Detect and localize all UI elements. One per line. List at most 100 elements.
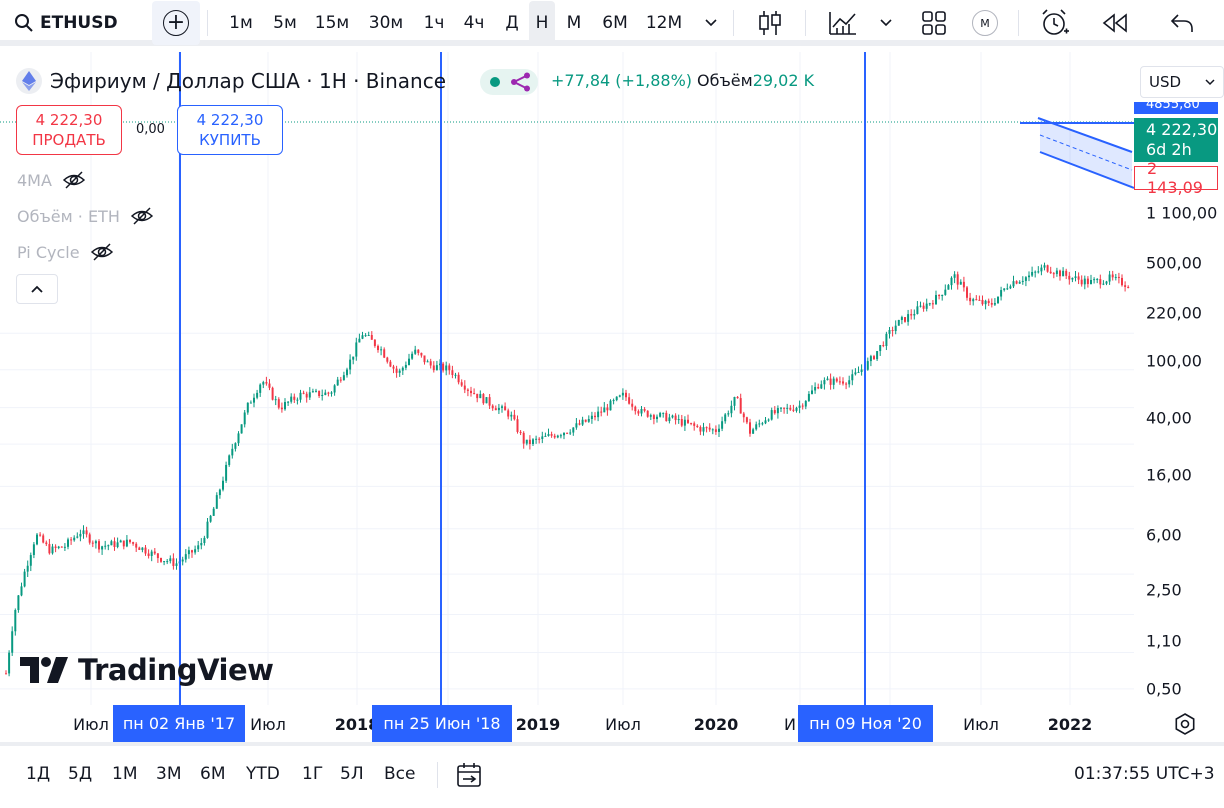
candle-body bbox=[91, 542, 94, 544]
candle-body bbox=[727, 413, 730, 415]
candle-body bbox=[900, 317, 903, 320]
candle-body bbox=[395, 368, 398, 373]
date-range-button[interactable]: YTD bbox=[246, 764, 280, 784]
time-label: И bbox=[784, 715, 796, 734]
candle-body bbox=[82, 530, 85, 534]
timeframe-dropdown[interactable] bbox=[700, 0, 722, 46]
candle-body bbox=[745, 417, 748, 423]
candles bbox=[5, 262, 1130, 677]
candle-body bbox=[848, 380, 851, 385]
alert-button[interactable] bbox=[1036, 0, 1074, 46]
date-range-button[interactable]: 1М bbox=[112, 764, 138, 784]
timeframe-button[interactable]: 15м bbox=[314, 13, 350, 33]
candle-body bbox=[361, 335, 364, 339]
tradingview-logo[interactable]: TradingView bbox=[20, 652, 274, 688]
date-range-button[interactable]: 6М bbox=[200, 764, 226, 784]
candle-body bbox=[811, 390, 813, 394]
indicators-button[interactable] bbox=[824, 0, 862, 46]
m-badge-button[interactable]: М bbox=[970, 0, 1000, 46]
go-to-date-button[interactable] bbox=[452, 746, 486, 804]
timeframe-button[interactable]: 30м bbox=[368, 13, 404, 33]
candle-body bbox=[1062, 270, 1065, 277]
candle-body bbox=[367, 335, 370, 337]
candle-body bbox=[153, 551, 156, 554]
candle-body bbox=[649, 415, 652, 417]
candle-body bbox=[494, 408, 497, 411]
candle-body bbox=[104, 545, 107, 547]
candle-body bbox=[144, 547, 147, 554]
timeframe-button[interactable]: 4ч bbox=[463, 13, 485, 33]
timeframe-button[interactable]: 5м bbox=[273, 13, 297, 33]
timeframe-button[interactable]: М bbox=[566, 13, 582, 33]
candle-body bbox=[287, 401, 290, 403]
layout-button[interactable] bbox=[916, 0, 952, 46]
candle-body bbox=[85, 530, 88, 535]
candlestick-chart[interactable] bbox=[0, 52, 1134, 705]
candle-body bbox=[832, 378, 835, 385]
date-range-button[interactable]: Все bbox=[384, 764, 416, 784]
chart-title-text[interactable]: Эфириум / Доллар США · 1Н · Binance bbox=[50, 69, 446, 93]
eye-crossed-icon[interactable] bbox=[130, 204, 154, 228]
chart-settings-button[interactable] bbox=[1172, 711, 1198, 737]
candles-icon bbox=[759, 11, 781, 35]
legend-item-volume[interactable]: Объём · ETH bbox=[17, 203, 154, 229]
symbol-search-button[interactable]: ETHUSD bbox=[8, 0, 146, 46]
sell-button[interactable]: 4 222,30 ПРОДАТЬ bbox=[16, 105, 122, 155]
indicators-dropdown[interactable] bbox=[876, 0, 896, 46]
candle-body bbox=[373, 339, 376, 346]
market-status-badge[interactable] bbox=[480, 69, 538, 95]
time-label: Июл bbox=[963, 715, 999, 734]
legend-label: Объём · ETH bbox=[17, 206, 120, 226]
timeframe-button[interactable]: 1м bbox=[229, 13, 253, 33]
date-range-button[interactable]: 1Г bbox=[302, 764, 324, 784]
candle-body bbox=[32, 544, 35, 556]
legend-item-4ma[interactable]: 4MA bbox=[17, 167, 86, 193]
currency-select[interactable]: USD bbox=[1140, 66, 1224, 98]
eye-crossed-icon[interactable] bbox=[62, 168, 86, 192]
candle-body bbox=[346, 369, 348, 376]
candle-body bbox=[88, 534, 91, 543]
timeframe-button[interactable]: 12М bbox=[645, 13, 683, 33]
candle-body bbox=[640, 409, 643, 414]
candle-body bbox=[150, 551, 153, 557]
undo-button[interactable] bbox=[1164, 0, 1200, 46]
candle-body bbox=[411, 353, 414, 359]
candle-body bbox=[122, 540, 125, 547]
date-range-button[interactable]: 1Д bbox=[26, 764, 51, 784]
high-price-tag: 4855,80 bbox=[1134, 102, 1218, 114]
collapse-legend-button[interactable] bbox=[16, 274, 58, 304]
chart-type-button[interactable] bbox=[752, 0, 788, 46]
candle-body bbox=[925, 303, 928, 309]
plot-pane[interactable]: Эфириум / Доллар США · 1Н · Binance +77,… bbox=[0, 52, 1134, 705]
replay-button[interactable] bbox=[1098, 0, 1132, 46]
timeframe-button[interactable]: Д bbox=[505, 13, 519, 33]
chevron-up-icon bbox=[31, 285, 43, 293]
candle-body bbox=[609, 400, 612, 411]
candle-body bbox=[67, 539, 69, 547]
candle-body bbox=[590, 415, 593, 419]
time-axis[interactable]: Июл Июл 2018 2019 Июл 2020 И Июл 2022 пн… bbox=[0, 705, 1224, 742]
date-range-button[interactable]: 5Л bbox=[340, 764, 364, 784]
candle-body bbox=[513, 414, 516, 420]
buy-price: 4 222,30 bbox=[196, 111, 264, 129]
timeframe-button[interactable]: Н bbox=[529, 1, 555, 45]
price-scale[interactable]: USD 4855,80 4 222,30 6d 2h 2 143,09 1 10… bbox=[1134, 52, 1224, 705]
date-range-button[interactable]: 5Д bbox=[68, 764, 93, 784]
candle-body bbox=[70, 539, 73, 541]
candle-body bbox=[225, 464, 228, 481]
date-range-button[interactable]: 3М bbox=[156, 764, 182, 784]
candle-body bbox=[882, 345, 885, 347]
legend-item-pi-cycle[interactable]: Pi Cycle bbox=[17, 239, 114, 265]
candle-body bbox=[45, 542, 48, 545]
price-label: 16,00 bbox=[1146, 465, 1192, 485]
candle-body bbox=[129, 539, 131, 543]
buy-button[interactable]: 4 222,30 КУПИТЬ bbox=[177, 105, 283, 155]
candle-body bbox=[742, 413, 745, 418]
timezone-clock[interactable]: 01:37:55 UTC+3 bbox=[1074, 764, 1215, 784]
timeframe-button[interactable]: 6М bbox=[602, 13, 628, 33]
candle-body bbox=[73, 537, 76, 541]
timeframe-button[interactable]: 1ч bbox=[423, 13, 445, 33]
compare-add-button[interactable]: + bbox=[152, 1, 200, 45]
eye-crossed-icon[interactable] bbox=[90, 240, 114, 264]
